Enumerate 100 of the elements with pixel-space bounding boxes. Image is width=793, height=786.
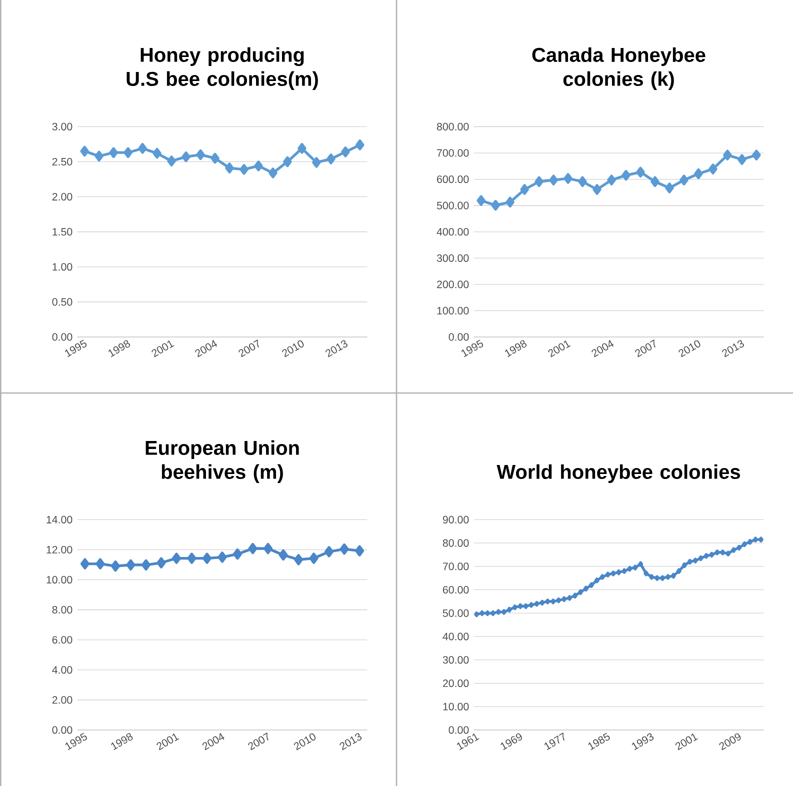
point (512, 604, 518, 610)
point (506, 196, 514, 208)
y-tick-label: 600.00 (437, 175, 469, 184)
x-tick-label: 1998 (108, 340, 130, 358)
point (731, 547, 736, 553)
point (340, 544, 349, 555)
y-tick-label: 4.00 (52, 666, 72, 674)
y-tick-label: 3.00 (52, 122, 72, 130)
y-tick-label: 1.00 (52, 263, 72, 271)
point (341, 146, 350, 158)
y-tick-label: 50.00 (442, 609, 469, 617)
point (309, 552, 318, 564)
point (567, 595, 572, 601)
point (518, 603, 523, 610)
point (708, 164, 718, 174)
point (491, 200, 500, 211)
x-tick-label: 1969 (500, 733, 522, 750)
x-tick-label: 1995 (64, 340, 87, 358)
y-tick-label: 2.00 (52, 696, 72, 704)
point (680, 174, 688, 186)
point (534, 176, 544, 188)
point (156, 557, 166, 568)
y-tick-label: 2.00 (52, 193, 72, 201)
x-tick-label: 2007 (635, 340, 656, 358)
y-tick-label: 1.50 (52, 228, 72, 236)
chart-title: Canada Honeybee colonies (k) (532, 47, 706, 90)
point (202, 552, 212, 564)
point (312, 157, 321, 168)
point (692, 558, 698, 564)
y-tick-label: 8.00 (52, 606, 72, 614)
y-tick-label: 6.00 (52, 636, 72, 644)
y-tick-label: 300.00 (436, 254, 469, 262)
point (152, 148, 162, 159)
point (218, 552, 227, 563)
x-tick-label: 2004 (195, 340, 218, 358)
point (738, 154, 746, 165)
point (476, 195, 486, 206)
chart-title: Honey producing U.S bee colonies(m) (126, 47, 318, 90)
y-tick-label: 800.00 (436, 122, 469, 130)
point (709, 552, 714, 558)
point (187, 552, 196, 564)
point (588, 582, 594, 588)
point (298, 143, 306, 154)
point (485, 610, 490, 616)
point (520, 184, 529, 195)
point (644, 570, 649, 576)
point (562, 596, 567, 602)
y-tick-label: 70.00 (442, 562, 469, 570)
x-tick-label: 2013 (326, 340, 348, 358)
point (592, 184, 602, 195)
y-tick-label: 0.00 (52, 726, 72, 734)
point (752, 536, 758, 542)
y-tick-label: 10.00 (443, 702, 469, 710)
point (578, 589, 583, 595)
point (622, 568, 627, 574)
x-tick-label: 2004 (592, 340, 614, 358)
point (540, 600, 545, 606)
point (138, 143, 147, 154)
point (172, 552, 182, 564)
point (523, 603, 528, 610)
point (254, 160, 263, 172)
point (248, 542, 258, 554)
y-tick-label: 2.50 (52, 158, 72, 166)
y-tick-label: 60.00 (442, 586, 469, 594)
y-tick-label: 40.00 (442, 632, 469, 640)
point (594, 578, 600, 584)
point (742, 541, 748, 548)
y-tick-label: 0.00 (52, 333, 72, 341)
x-tick-label: 2010 (294, 733, 316, 750)
point (665, 182, 674, 194)
point (627, 566, 632, 572)
y-tick-label: 14.00 (46, 516, 72, 524)
point (167, 156, 176, 166)
point (556, 597, 562, 604)
point (355, 545, 364, 556)
point (720, 550, 726, 556)
x-tick-label: 2001 (548, 340, 571, 358)
x-tick-label: 2004 (202, 732, 224, 750)
point (94, 150, 104, 162)
y-tick-label: 200.00 (437, 280, 469, 288)
point (490, 610, 496, 616)
y-tick-label: 10.00 (46, 576, 72, 584)
point (578, 176, 587, 188)
x-tick-label: 1998 (504, 340, 527, 358)
y-tick-label: 100.00 (437, 306, 469, 314)
point (283, 156, 292, 168)
point (610, 570, 616, 576)
point (636, 166, 645, 178)
point (736, 544, 742, 551)
point (534, 600, 540, 607)
point (665, 574, 670, 580)
x-tick-label: 1995 (461, 340, 484, 358)
point (109, 147, 118, 158)
y-tick-label: 20.00 (442, 679, 469, 688)
x-tick-label: 1995 (65, 732, 87, 750)
point (550, 598, 556, 604)
point (682, 562, 687, 568)
point (356, 140, 364, 150)
x-tick-label: 2007 (248, 732, 269, 750)
y-tick-label: 500.00 (436, 202, 469, 210)
